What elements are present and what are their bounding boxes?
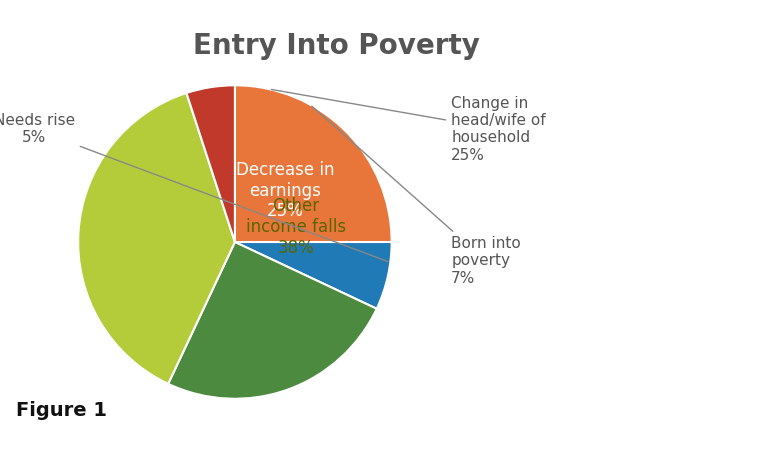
Wedge shape xyxy=(186,85,235,242)
Text: Born into
poverty
7%: Born into poverty 7% xyxy=(312,106,521,286)
Text: Other
income falls
38%: Other income falls 38% xyxy=(246,197,346,257)
Wedge shape xyxy=(235,242,392,309)
Text: Decrease in
earnings
25%: Decrease in earnings 25% xyxy=(236,161,334,220)
Text: Needs rise
5%: Needs rise 5% xyxy=(0,113,388,261)
Text: Entry Into Poverty: Entry Into Poverty xyxy=(193,32,480,60)
Wedge shape xyxy=(235,85,392,242)
Wedge shape xyxy=(168,242,377,399)
Text: Change in
head/wife of
household
25%: Change in head/wife of household 25% xyxy=(272,89,546,163)
Wedge shape xyxy=(78,93,235,384)
Text: Figure 1: Figure 1 xyxy=(16,401,106,420)
